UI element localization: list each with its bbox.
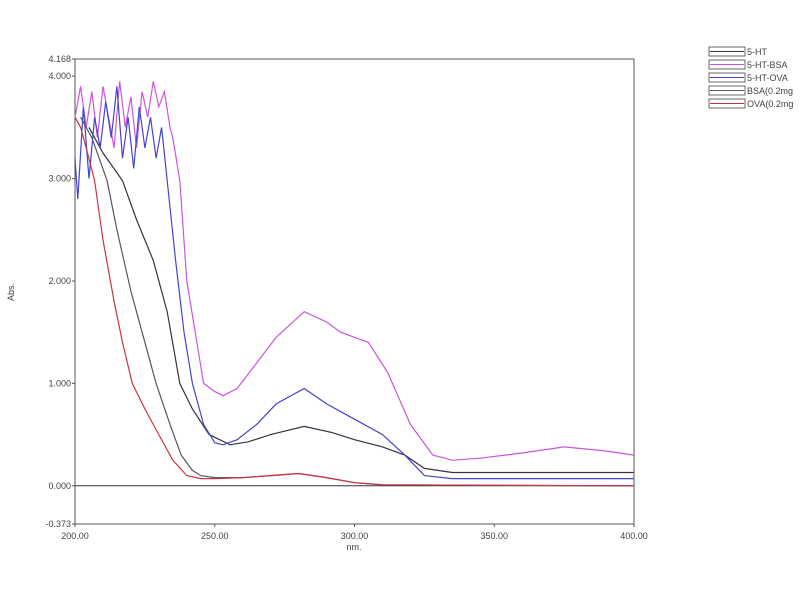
legend-label: 5-HT-BSA <box>747 60 788 70</box>
y-tick-label: 4.000 <box>48 71 71 81</box>
y-tick-label: -0.373 <box>45 519 71 529</box>
series-line-2 <box>74 86 634 480</box>
series-line-4 <box>74 116 635 487</box>
x-tick-label: 400.00 <box>620 531 648 541</box>
y-tick-label: 3.000 <box>48 174 71 184</box>
series-line-1 <box>74 81 635 461</box>
legend-label: BSA(0.2mg <box>747 86 793 96</box>
y-axis-label: Abs. <box>6 283 16 301</box>
legend-label: 5-HT-OVA <box>747 73 788 83</box>
y-tick-label: 1.000 <box>48 378 71 388</box>
legend-label: OVA(0.2mg <box>747 99 793 109</box>
plot-frame <box>74 58 635 525</box>
x-tick-label: 250.00 <box>201 531 229 541</box>
x-tick-label: 200.00 <box>61 531 89 541</box>
legend: 5-HT 5-HT-BSA 5-HT-OVA BSA(0.2mg OVA(0.2mg <box>708 46 793 109</box>
series-line-3 <box>80 116 635 487</box>
y-tick-label: 2.000 <box>48 276 71 286</box>
series-line-0 <box>88 127 634 474</box>
x-axis-label: nm. <box>346 542 361 552</box>
y-tick-label: 0.000 <box>48 481 71 491</box>
legend-label: 5-HT <box>747 47 768 57</box>
x-tick-label: 300.00 <box>341 531 369 541</box>
x-tick-label: 350.00 <box>480 531 508 541</box>
y-tick-label: 4.168 <box>48 54 71 64</box>
